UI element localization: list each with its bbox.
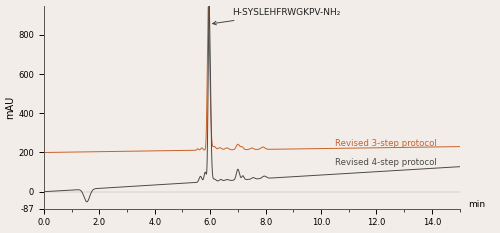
Text: H-SYSLEHFRWGKPV-NH₂: H-SYSLEHFRWGKPV-NH₂ xyxy=(212,8,340,25)
Text: min: min xyxy=(468,200,485,209)
Y-axis label: mAU: mAU xyxy=(6,96,16,119)
Text: Revised 4-step protocol: Revised 4-step protocol xyxy=(335,158,436,167)
Text: Revised 3-step protocol: Revised 3-step protocol xyxy=(335,139,436,147)
